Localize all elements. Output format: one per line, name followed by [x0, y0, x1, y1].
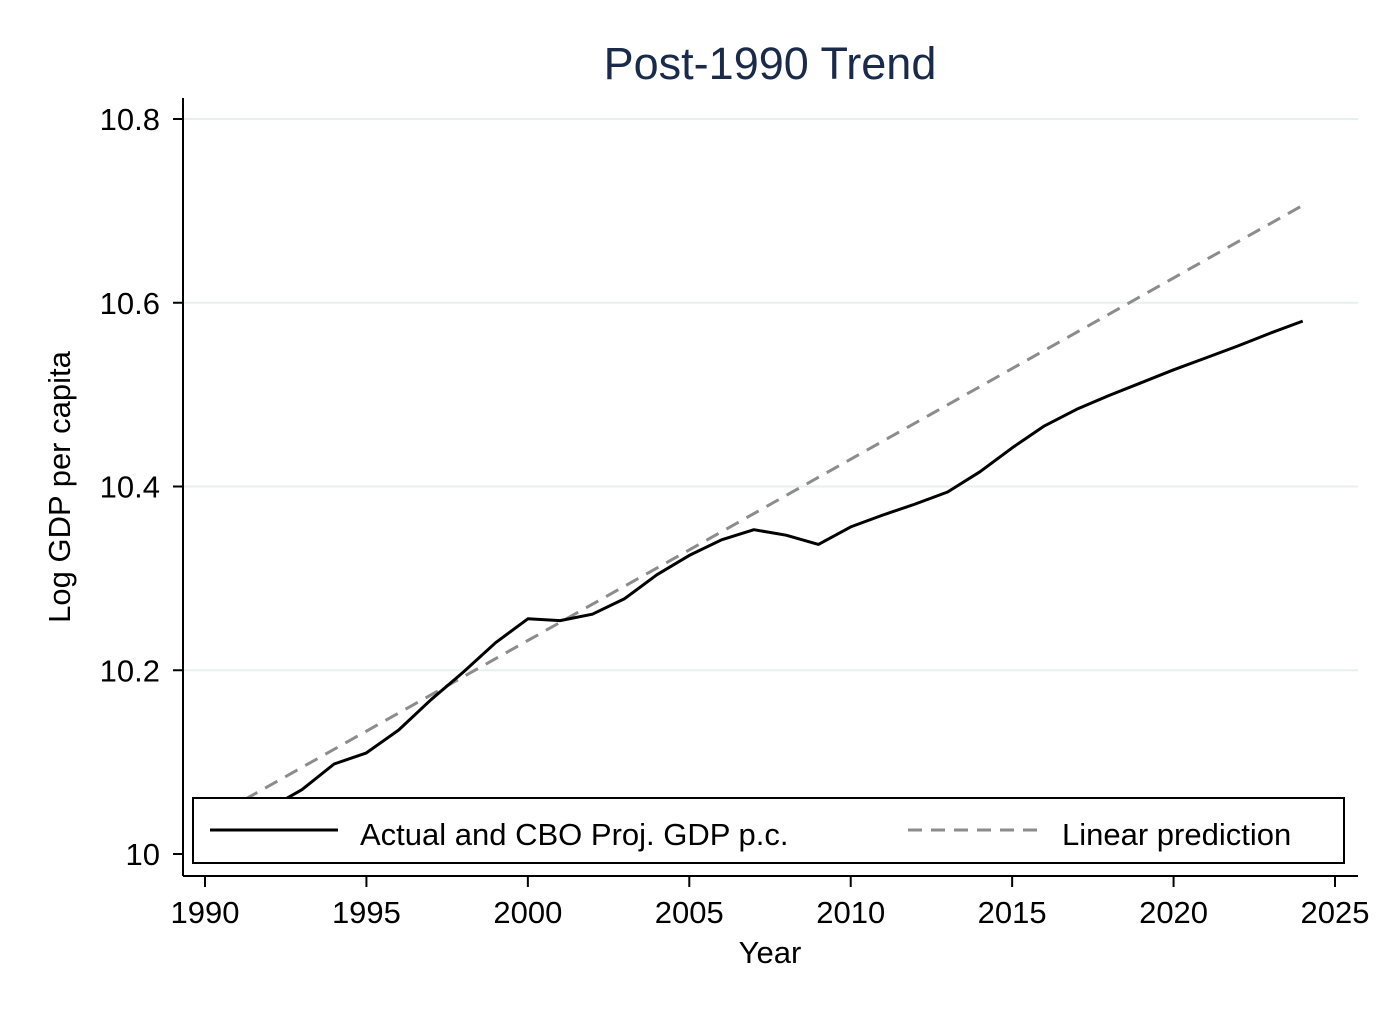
legend-label-linear-prediction: Linear prediction: [1062, 817, 1291, 852]
x-tick-label: 2005: [655, 895, 724, 930]
x-tick-label: 2020: [1139, 895, 1208, 930]
x-tick-label: 1995: [332, 895, 401, 930]
series-line-actual: [204, 319, 1304, 838]
gridlines: [184, 118, 1358, 672]
y-tick-label: 10.8: [100, 102, 160, 137]
x-tick-label: 2010: [816, 895, 885, 930]
y-tick-label: 10.2: [100, 653, 160, 688]
y-tick-label: 10.4: [100, 470, 160, 505]
y-tick-label: 10.6: [100, 286, 160, 321]
x-axis-ticks: 1990 1995 2000 2005 2010 2015 2020 2025: [171, 876, 1370, 930]
y-axis-ticks: 10 10.2 10.4 10.6 10.8: [100, 102, 183, 872]
x-tick-label: 2015: [978, 895, 1047, 930]
legend-label-actual: Actual and CBO Proj. GDP p.c.: [360, 817, 788, 852]
y-axis-title: Log GDP per capita: [42, 350, 77, 622]
x-tick-label: 2000: [493, 895, 562, 930]
x-tick-label: 2025: [1301, 895, 1370, 930]
chart-title: Post-1990 Trend: [604, 38, 937, 89]
x-tick-label: 1990: [171, 895, 240, 930]
y-tick-label: 10: [126, 837, 160, 872]
legend-box: [192, 797, 1345, 864]
legend: Actual and CBO Proj. GDP p.c. Linear pre…: [192, 797, 1345, 864]
series-line-linear-prediction: [204, 204, 1304, 824]
x-axis-title: Year: [739, 935, 802, 970]
plot-series: [204, 204, 1304, 838]
